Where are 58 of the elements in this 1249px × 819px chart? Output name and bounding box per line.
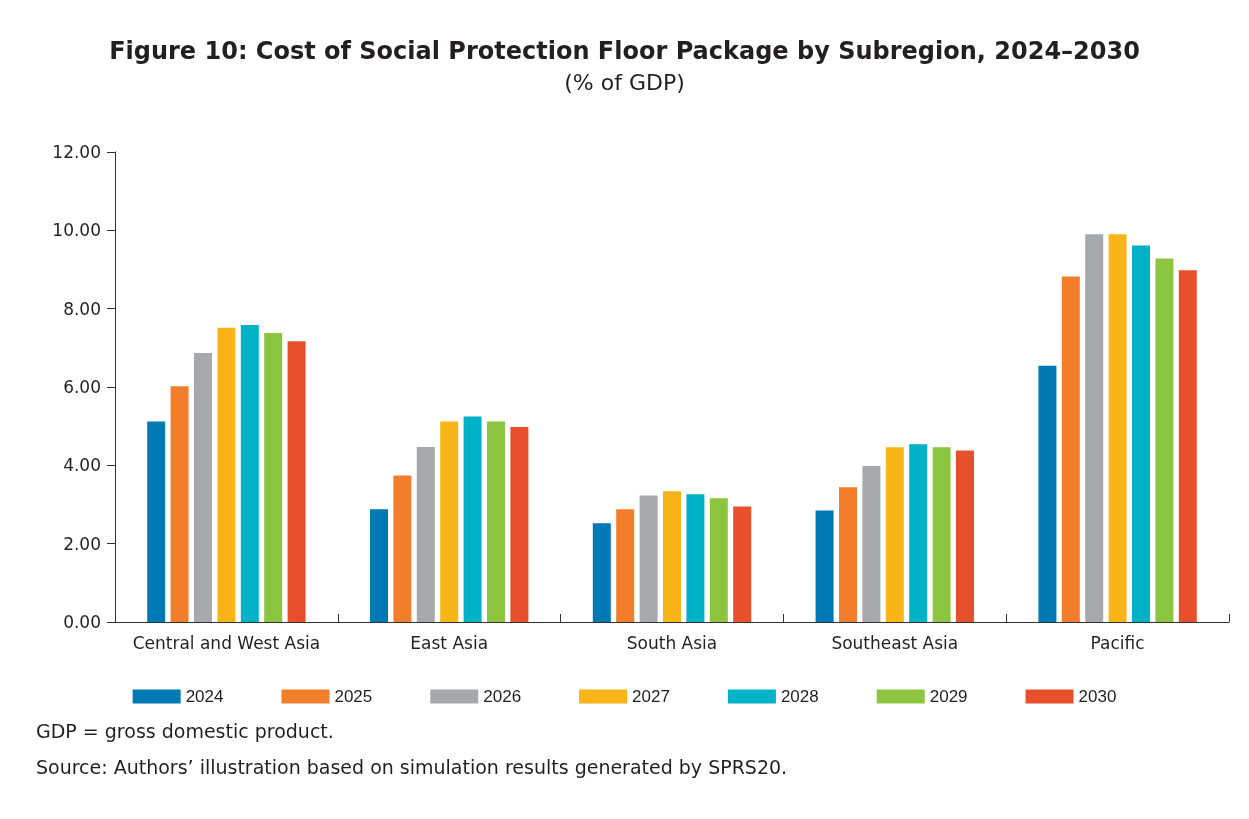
chart-title: Figure 10: Cost of Social Protection Floor Package by Subregion, 2024–2030 xyxy=(109,37,1140,65)
bar xyxy=(663,491,681,622)
x-tick-label: East Asia xyxy=(410,632,489,653)
bar xyxy=(1038,365,1057,622)
bar xyxy=(1085,234,1104,622)
bar xyxy=(194,352,212,622)
bar xyxy=(616,509,635,622)
bar xyxy=(862,466,881,622)
bar xyxy=(932,447,951,622)
legend-label: 2029 xyxy=(929,687,968,706)
bar xyxy=(393,475,412,622)
x-tick-label: Southeast Asia xyxy=(831,632,959,653)
text: GDP = gross domestic product. xyxy=(36,720,335,742)
y-tick-label: 2.00 xyxy=(63,533,101,554)
chart-subtitle: (% of GDP) xyxy=(564,69,685,95)
bar xyxy=(709,498,728,622)
bar xyxy=(1108,234,1127,622)
bar xyxy=(639,495,658,622)
legend-label: 2030 xyxy=(1078,687,1117,706)
x-tick-label: Pacific xyxy=(1090,632,1145,653)
bar xyxy=(733,506,752,622)
legend-label: 2026 xyxy=(483,687,522,706)
bar xyxy=(440,421,459,622)
x-tick-label: Central and West Asia xyxy=(132,632,321,653)
bar xyxy=(956,450,974,622)
bar xyxy=(510,426,529,622)
bar xyxy=(147,421,166,622)
bar xyxy=(885,447,904,622)
bar xyxy=(1061,276,1080,622)
bar xyxy=(170,386,189,622)
y-tick-label: 0.00 xyxy=(63,612,101,632)
y-tick-label: 4.00 xyxy=(63,455,101,476)
legend-label: 2024 xyxy=(185,687,224,706)
bar xyxy=(592,523,611,622)
bar xyxy=(264,332,283,622)
bar xyxy=(839,487,857,622)
bar xyxy=(370,509,388,622)
y-tick-label: 6.00 xyxy=(63,377,101,397)
bar xyxy=(815,510,834,622)
bar xyxy=(909,444,928,622)
legend-label: 2027 xyxy=(632,687,670,706)
source-note: Source: Authors’ illustration based on simulation results generated by SPRS20. xyxy=(36,756,789,778)
bar xyxy=(416,446,435,622)
y-tick-label: 10.00 xyxy=(52,220,101,241)
y-tick-label: 8.00 xyxy=(63,298,101,319)
bar xyxy=(217,327,236,622)
bar xyxy=(487,421,505,622)
bar xyxy=(287,341,306,622)
bar xyxy=(1132,245,1150,622)
bar xyxy=(686,494,705,622)
legend-label: 2028 xyxy=(780,687,819,706)
x-tick-label: South Asia xyxy=(626,632,718,653)
bar xyxy=(240,325,259,622)
bar xyxy=(463,416,482,622)
bar xyxy=(1155,258,1174,622)
y-tick-label: 12.00 xyxy=(52,142,101,162)
bar xyxy=(1178,270,1197,622)
legend-label: 2025 xyxy=(334,687,373,706)
